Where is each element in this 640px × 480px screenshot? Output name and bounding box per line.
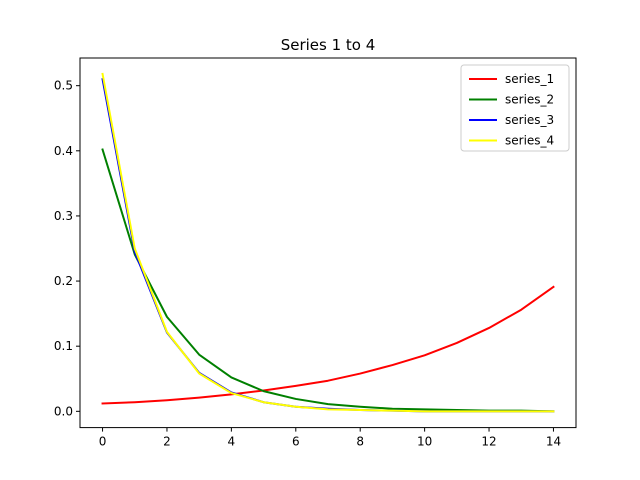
x-tick-label: 10 bbox=[417, 435, 432, 449]
series-line-1 bbox=[101, 285, 555, 405]
x-tick-label: 2 bbox=[163, 435, 171, 449]
y-tick-label: 0.4 bbox=[54, 144, 73, 158]
legend-label-3: series_3 bbox=[505, 113, 554, 127]
legend-label-2: series_2 bbox=[505, 93, 554, 107]
series-line-4 bbox=[101, 72, 555, 413]
legend-box bbox=[460, 64, 570, 152]
y-tick-label: 0.0 bbox=[54, 404, 73, 418]
chart-title: Series 1 to 4 bbox=[281, 36, 376, 54]
legend-label-4: series_4 bbox=[505, 134, 554, 148]
legend-label-1: series_1 bbox=[505, 72, 554, 86]
x-tick-label: 14 bbox=[546, 435, 561, 449]
y-tick-label: 0.1 bbox=[54, 339, 73, 353]
x-tick-label: 12 bbox=[481, 435, 496, 449]
x-tick-label: 0 bbox=[99, 435, 107, 449]
legend: series_1 series_2 series_3 series_4 bbox=[460, 64, 570, 152]
series-layer bbox=[101, 72, 555, 413]
x-tick-label: 8 bbox=[356, 435, 364, 449]
series-line-2 bbox=[101, 148, 555, 413]
x-axis: 0 2 4 6 8 10 12 14 bbox=[99, 427, 561, 449]
x-tick-label: 4 bbox=[228, 435, 236, 449]
plot-frame bbox=[79, 57, 577, 429]
x-tick-label: 6 bbox=[292, 435, 300, 449]
y-axis: 0.0 0.1 0.2 0.3 0.4 0.5 bbox=[54, 79, 80, 418]
y-tick-label: 0.2 bbox=[54, 274, 73, 288]
y-tick-label: 0.5 bbox=[54, 79, 73, 93]
y-tick-label: 0.3 bbox=[54, 209, 73, 223]
